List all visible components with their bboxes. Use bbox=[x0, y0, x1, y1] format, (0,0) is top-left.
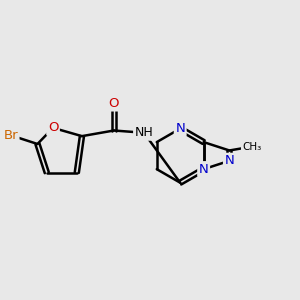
Text: O: O bbox=[48, 122, 58, 134]
Text: Br: Br bbox=[3, 129, 18, 142]
Text: N: N bbox=[199, 163, 208, 176]
Text: O: O bbox=[109, 97, 119, 110]
Text: N: N bbox=[175, 122, 185, 135]
Text: CH₃: CH₃ bbox=[242, 142, 261, 152]
Text: N: N bbox=[224, 154, 234, 167]
Text: NH: NH bbox=[135, 126, 153, 139]
